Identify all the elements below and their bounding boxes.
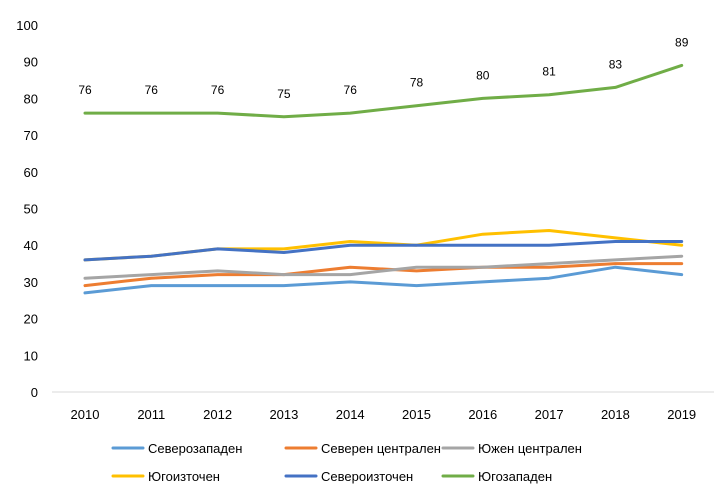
legend-item: Северозападен bbox=[111, 441, 242, 456]
y-tick-label: 30 bbox=[24, 275, 38, 290]
y-tick-label: 10 bbox=[24, 348, 38, 363]
x-tick-label: 2012 bbox=[203, 407, 232, 422]
y-tick-label: 80 bbox=[24, 91, 38, 106]
legend-label: Северен централен bbox=[321, 441, 441, 456]
legend-label: Североизточен bbox=[321, 469, 413, 484]
data-label: 75 bbox=[277, 87, 291, 101]
legend-label: Южен централен bbox=[478, 441, 582, 456]
y-tick-label: 20 bbox=[24, 312, 38, 327]
x-tick-label: 2018 bbox=[601, 407, 630, 422]
data-label: 83 bbox=[609, 57, 623, 71]
y-tick-label: 40 bbox=[24, 238, 38, 253]
series-line bbox=[83, 254, 684, 280]
legend-item: Югоизточен bbox=[111, 469, 220, 484]
series-line bbox=[83, 262, 684, 288]
series-line bbox=[83, 63, 684, 119]
y-tick-label: 90 bbox=[24, 55, 38, 70]
x-tick-label: 2011 bbox=[137, 407, 165, 422]
legend-label: Югоизточен bbox=[148, 469, 220, 484]
chart-series-lines bbox=[83, 63, 684, 295]
legend-item: Югозападен bbox=[441, 469, 552, 484]
chart-axes: 0 10 20 30 40 50 60 70 80 90 100 2010 2011 2012 2013 20… bbox=[16, 18, 714, 422]
x-tick-label: 2016 bbox=[468, 407, 497, 422]
y-tick-label: 100 bbox=[16, 18, 38, 33]
data-label: 89 bbox=[675, 35, 689, 49]
legend-item: Северен централен bbox=[284, 441, 441, 456]
x-tick-label: 2014 bbox=[336, 407, 365, 422]
chart-data-labels: 76 76 76 75 76 78 80 81 83 89 bbox=[78, 35, 688, 100]
legend-item: Североизточен bbox=[284, 469, 413, 484]
y-tick-label: 50 bbox=[24, 202, 38, 217]
data-label: 76 bbox=[78, 83, 92, 97]
x-tick-label: 2019 bbox=[667, 407, 696, 422]
data-label: 76 bbox=[344, 83, 358, 97]
data-label: 76 bbox=[211, 83, 225, 97]
chart-legend: Северозападен Северен централен Южен центр… bbox=[111, 441, 582, 484]
y-tick-label: 60 bbox=[24, 165, 38, 180]
data-label: 76 bbox=[145, 83, 159, 97]
x-tick-label: 2017 bbox=[535, 407, 564, 422]
y-tick-label: 70 bbox=[24, 128, 38, 143]
series-line bbox=[83, 265, 684, 295]
x-tick-label: 2015 bbox=[402, 407, 431, 422]
legend-item: Южен централен bbox=[441, 441, 582, 456]
x-tick-label: 2010 bbox=[71, 407, 100, 422]
data-label: 80 bbox=[476, 68, 490, 82]
y-tick-label: 0 bbox=[31, 385, 38, 400]
data-label: 81 bbox=[542, 65, 556, 79]
legend-label: Югозападен bbox=[478, 469, 552, 484]
x-tick-label: 2013 bbox=[269, 407, 298, 422]
legend-label: Северозападен bbox=[148, 441, 242, 456]
data-label: 78 bbox=[410, 76, 424, 90]
series-line bbox=[83, 240, 684, 262]
